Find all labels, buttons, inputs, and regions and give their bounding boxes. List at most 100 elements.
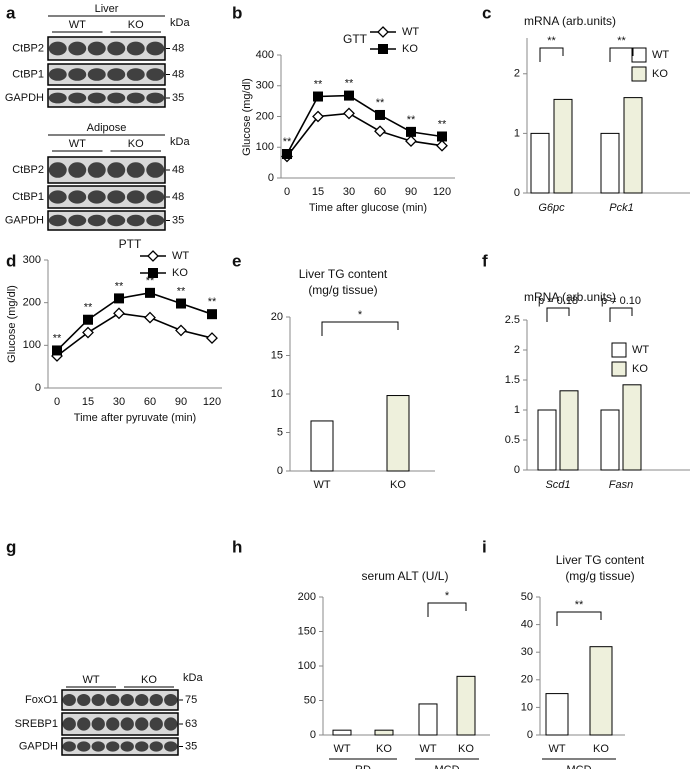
blot-band <box>107 190 126 204</box>
bar <box>530 132 550 194</box>
size-label: 75 <box>185 694 197 706</box>
bracket-label: * <box>358 309 363 321</box>
y-tick-label: 100 <box>256 141 274 153</box>
blot-band <box>48 92 67 104</box>
bracket <box>539 47 564 62</box>
bracket-label: ** <box>547 35 556 47</box>
y-tick-label: 0 <box>514 464 520 476</box>
blot-band <box>107 68 126 81</box>
x-tick-label: WT <box>333 743 350 755</box>
group-label: RD <box>355 764 371 769</box>
bracket-label: ** <box>575 599 584 611</box>
blot-band <box>149 694 163 706</box>
y-axis-label: Glucose (mg/dl) <box>241 78 253 156</box>
row-label: CtBP2 <box>12 42 44 54</box>
bracket <box>556 611 602 626</box>
y-tick-label: 2 <box>514 344 520 356</box>
legend-label: WT <box>402 26 419 38</box>
y-tick-label: 40 <box>521 619 533 631</box>
legend-swatch <box>631 47 647 63</box>
x-tick-label: G6pc <box>538 202 565 214</box>
blot-band <box>91 694 105 706</box>
point <box>207 309 217 320</box>
size-label: 35 <box>172 214 184 226</box>
blot-band <box>48 41 67 56</box>
x-tick-label: 0 <box>284 186 290 198</box>
y-tick-label: 15 <box>271 349 283 361</box>
legend-swatch <box>611 342 627 358</box>
legend-label: WT <box>652 49 669 61</box>
y-tick-label: 100 <box>298 660 316 672</box>
blot-band <box>62 694 76 706</box>
y-tick-label: 0 <box>527 729 533 741</box>
bar <box>386 395 410 472</box>
unit-label: kDa <box>183 672 203 684</box>
bar <box>545 693 569 736</box>
point <box>406 126 416 137</box>
bracket <box>427 602 467 617</box>
blot-band <box>48 162 67 178</box>
bar <box>622 384 642 471</box>
annotation: ** <box>345 77 354 89</box>
x-tick-label: KO <box>458 743 474 755</box>
bar <box>537 409 557 471</box>
blot-band <box>126 68 145 81</box>
y-tick-label: 0 <box>514 187 520 199</box>
y-tick-label: 200 <box>298 591 316 603</box>
x-tick-label: 120 <box>433 186 451 198</box>
y-tick-label: 2 <box>514 68 520 80</box>
size-label: 35 <box>185 740 197 752</box>
blot-frame <box>61 712 179 736</box>
panel-letter: f <box>482 251 488 270</box>
annotation: ** <box>407 114 416 126</box>
series-line <box>56 312 213 357</box>
blot-band <box>48 214 67 227</box>
legend-label: KO <box>632 363 648 375</box>
blot-band <box>120 694 134 706</box>
blot-frame <box>47 156 166 184</box>
size-label: 48 <box>172 191 184 203</box>
unit-label: kDa <box>170 17 190 29</box>
blot-band <box>48 190 67 204</box>
size-label: 63 <box>185 718 197 730</box>
row-label: CtBP2 <box>12 164 44 176</box>
x-tick-label: 60 <box>374 186 386 198</box>
x-tick-label: KO <box>376 743 392 755</box>
row-label: SREBP1 <box>15 718 58 730</box>
bar <box>589 646 613 736</box>
blot-band <box>126 41 145 56</box>
size-label: 35 <box>172 92 184 104</box>
bar <box>374 729 394 736</box>
blot-band <box>107 41 126 56</box>
blot-band <box>77 741 91 752</box>
point <box>52 345 62 356</box>
y-tick-label: 400 <box>256 49 274 61</box>
x-tick-label: 15 <box>312 186 324 198</box>
panel-letter: c <box>482 3 491 22</box>
point <box>375 109 385 120</box>
annotation: ** <box>84 302 93 314</box>
point <box>176 298 186 309</box>
blot-band <box>87 68 106 81</box>
x-tick-label: 15 <box>82 396 94 408</box>
bar <box>559 390 579 471</box>
size-label: 48 <box>172 42 184 54</box>
bar <box>310 420 334 472</box>
annotation: ** <box>53 332 62 344</box>
point <box>436 139 448 152</box>
row-label: CtBP1 <box>12 191 44 203</box>
x-axis-label: Time after glucose (min) <box>309 202 427 214</box>
legend-label: KO <box>402 43 418 55</box>
point <box>312 110 324 123</box>
blot-band <box>107 92 126 104</box>
legend-marker <box>147 250 159 262</box>
group-label: KO <box>128 19 144 31</box>
chart-title: mRNA (arb.units) <box>524 290 616 304</box>
blot-band <box>146 214 165 227</box>
x-tick-label: WT <box>548 743 565 755</box>
blot-band <box>149 717 163 731</box>
size-label: 48 <box>172 68 184 80</box>
blot-frame <box>61 689 179 711</box>
x-tick-label: 60 <box>144 396 156 408</box>
y-tick-label: 2.5 <box>505 314 520 326</box>
